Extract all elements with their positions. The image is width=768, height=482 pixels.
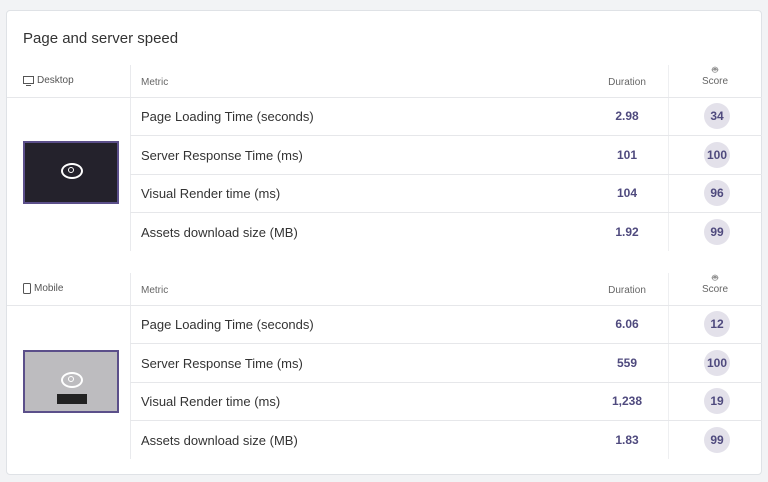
phone-icon [23, 283, 31, 294]
eye-icon [61, 372, 83, 388]
robot-icon: 🤖︎ [712, 65, 718, 76]
score-header: 🤖︎ Score [668, 273, 762, 295]
table-header: Desktop Metric Duration 🤖︎ Score [7, 65, 762, 98]
score-badge: 12 [704, 311, 730, 337]
table-row: Page Loading Time (seconds) 2.98 34 [130, 97, 762, 136]
score-header: 🤖︎ Score [668, 65, 762, 87]
score-badge: 34 [704, 103, 730, 129]
device-label: Desktop [23, 75, 74, 86]
metric-header: Metric [141, 77, 169, 88]
mobile-screenshot-thumbnail[interactable] [23, 350, 119, 413]
table-row: Assets download size (MB) 1.92 99 [130, 213, 762, 251]
duration-header: Duration [608, 77, 646, 88]
mobile-table: Mobile Metric Duration 🤖︎ Score Page Load… [7, 273, 762, 459]
page-speed-card: Page and server speed Desktop Metric Dur… [6, 10, 762, 475]
desktop-table: Desktop Metric Duration 🤖︎ Score Page Loa… [7, 65, 762, 251]
score-badge: 99 [704, 427, 730, 453]
table-row: Visual Render time (ms) 1,238 19 [130, 382, 762, 421]
table-row: Visual Render time (ms) 104 96 [130, 174, 762, 213]
score-badge: 19 [704, 388, 730, 414]
eye-icon [61, 163, 83, 179]
robot-icon: 🤖︎ [712, 273, 718, 284]
table-row: Assets download size (MB) 1.83 99 [130, 421, 762, 459]
desktop-screenshot-thumbnail[interactable] [23, 141, 119, 204]
score-badge: 100 [704, 350, 730, 376]
score-badge: 100 [704, 142, 730, 168]
score-badge: 96 [704, 180, 730, 206]
monitor-icon [23, 75, 34, 86]
table-header: Mobile Metric Duration 🤖︎ Score [7, 273, 762, 306]
device-label: Mobile [23, 283, 63, 294]
duration-header: Duration [608, 285, 646, 296]
score-badge: 99 [704, 219, 730, 245]
table-row: Server Response Time (ms) 101 100 [130, 136, 762, 175]
table-row: Server Response Time (ms) 559 100 [130, 344, 762, 383]
metric-header: Metric [141, 285, 169, 296]
card-title: Page and server speed [23, 30, 179, 47]
table-row: Page Loading Time (seconds) 6.06 12 [130, 305, 762, 344]
